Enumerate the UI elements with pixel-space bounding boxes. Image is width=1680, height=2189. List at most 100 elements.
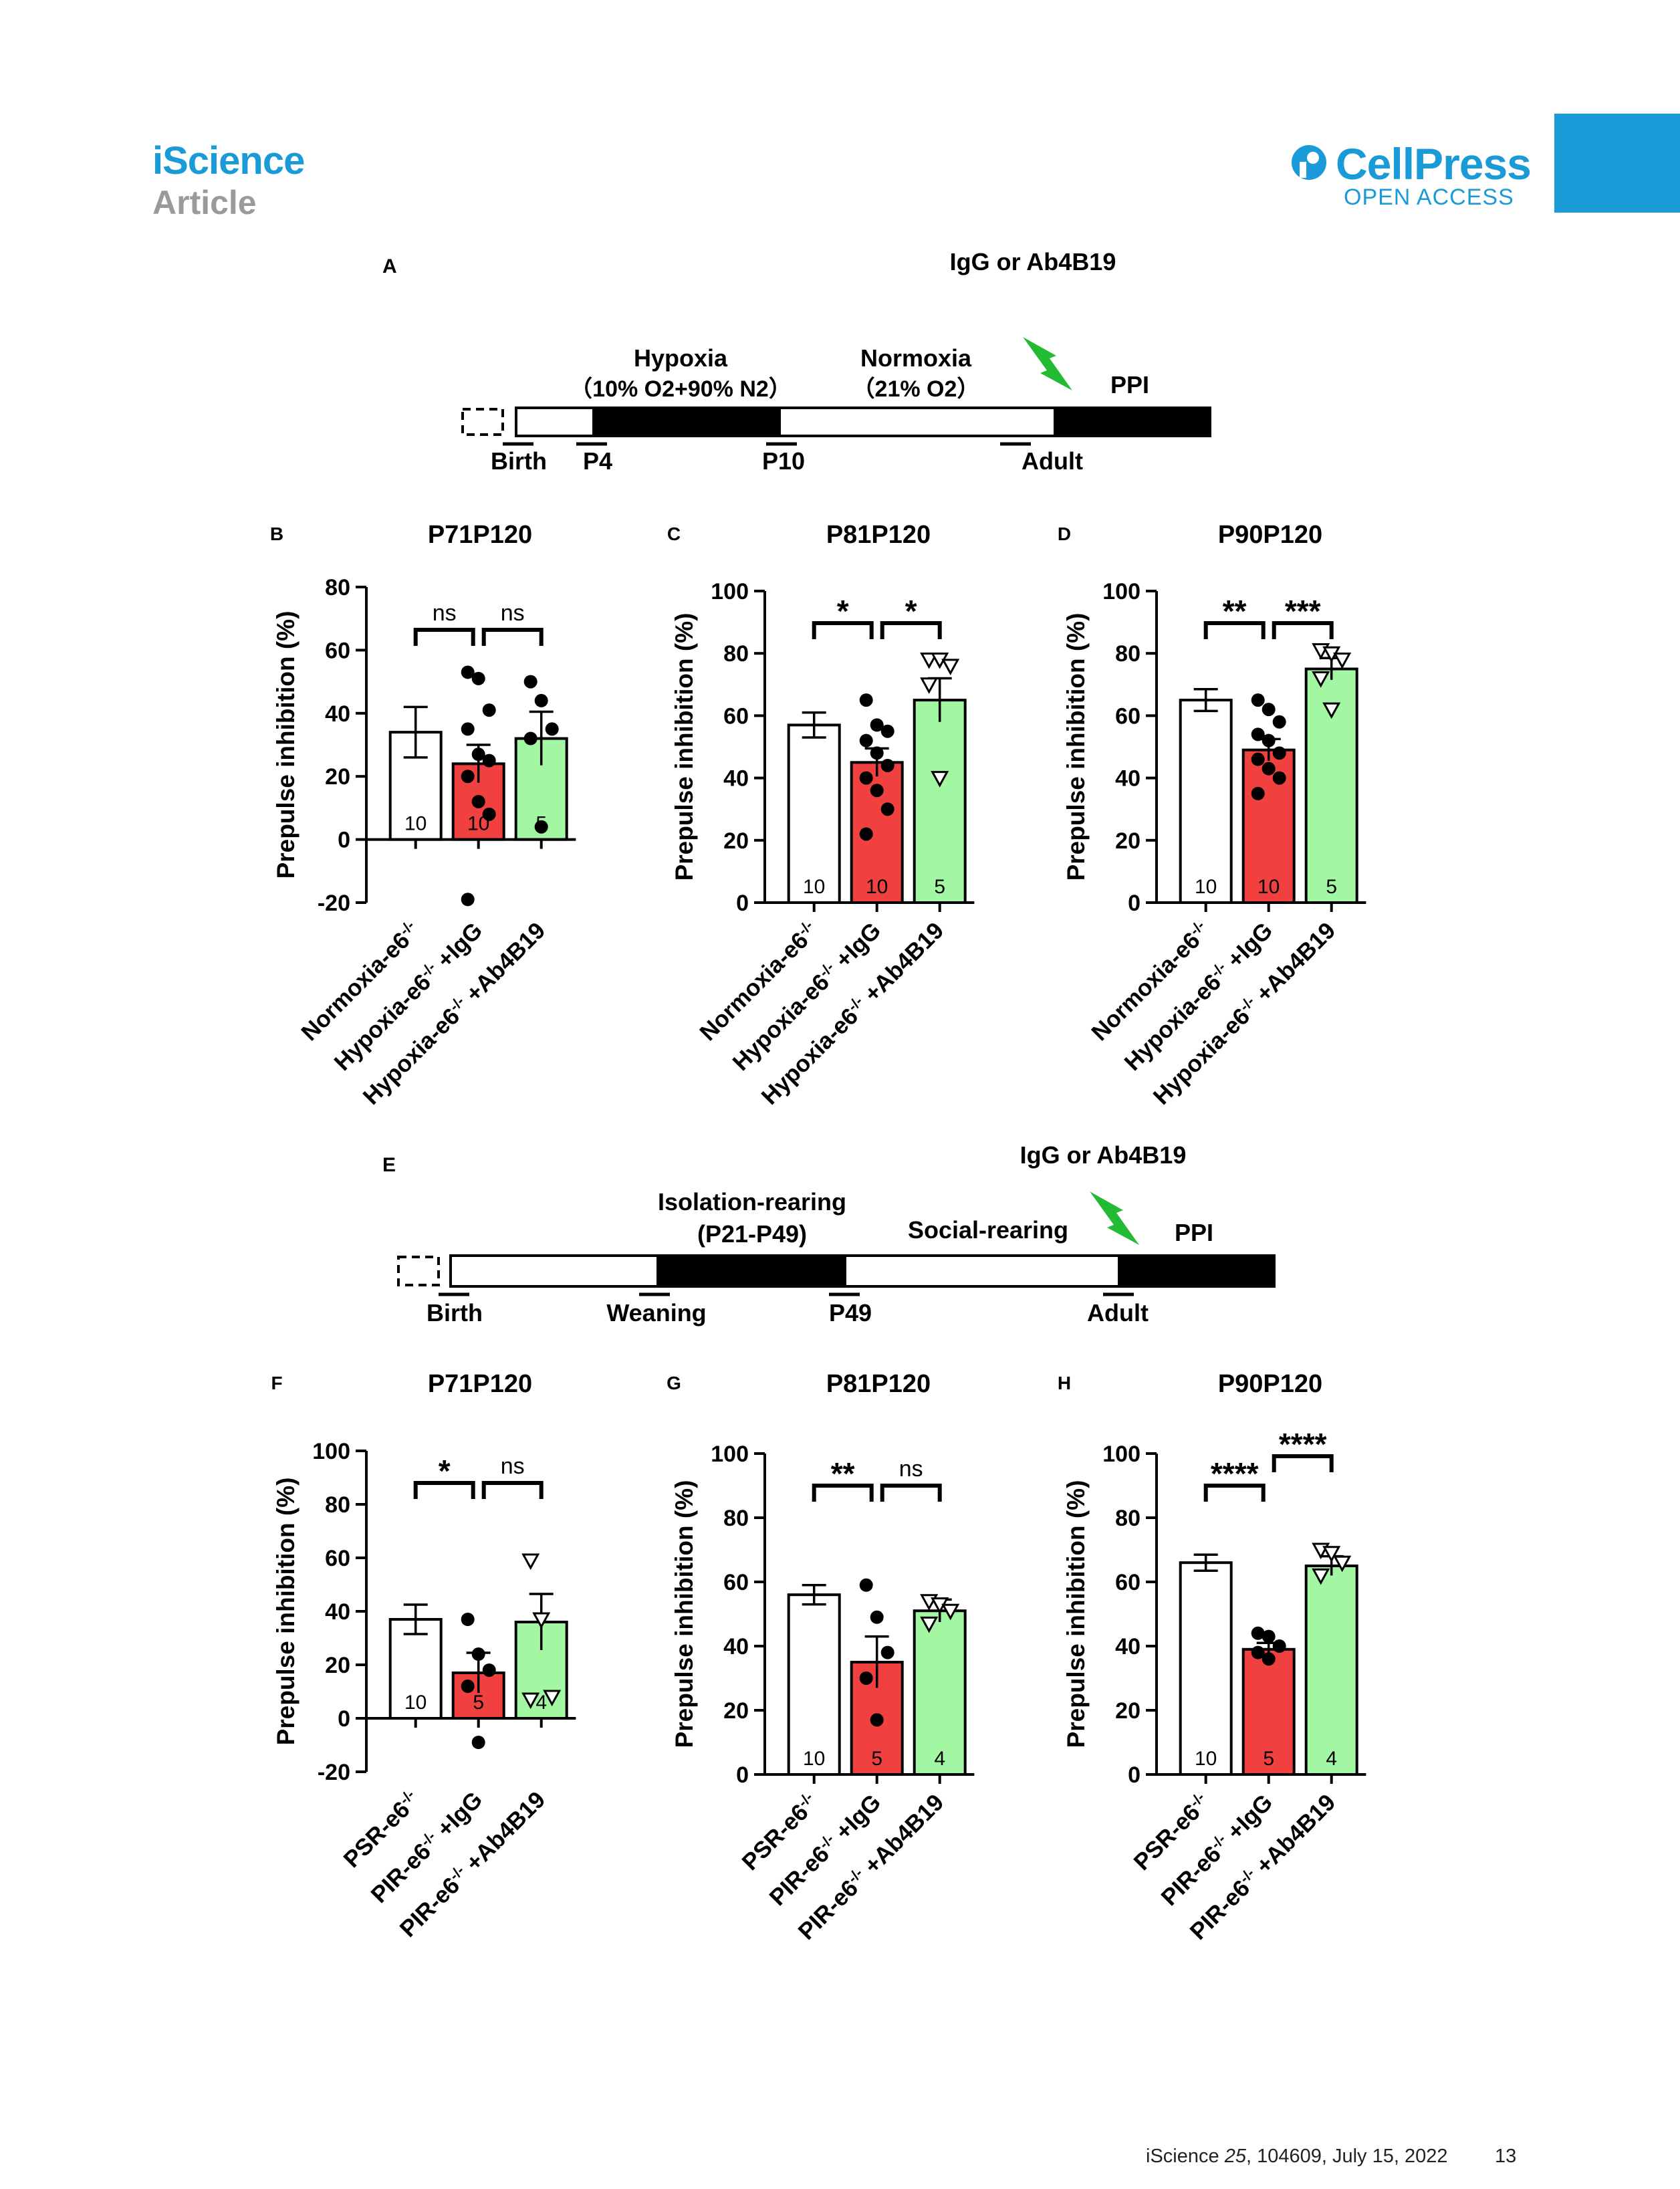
y-tick-label: 60	[325, 638, 350, 663]
bar	[1304, 1565, 1358, 1776]
n-label: 5	[934, 876, 945, 898]
bar	[913, 699, 967, 904]
data-point-triangle	[941, 1603, 960, 1621]
y-tick-label: 40	[325, 1599, 350, 1625]
data-point	[471, 747, 485, 762]
y-tick-label: 80	[325, 575, 350, 600]
y-tick-label: 0	[338, 828, 350, 853]
milestone-p4: P4	[583, 447, 612, 475]
data-point	[482, 754, 496, 768]
y-tick-label: 80	[1115, 1506, 1141, 1531]
data-point	[870, 718, 884, 732]
panel-letter: G	[667, 1373, 681, 1393]
significance-bracket	[1203, 1484, 1266, 1502]
timeline-hypoxia-segment	[592, 408, 781, 436]
data-point-triangle	[920, 677, 939, 694]
significance-bracket	[481, 1481, 544, 1499]
phase1-title: Isolation-rearing	[658, 1188, 846, 1216]
y-tick-label: 100	[1102, 1442, 1141, 1467]
milestone-adult: Adult	[1022, 447, 1083, 475]
data-point	[859, 771, 873, 785]
y-tick-label: 60	[1115, 1570, 1141, 1595]
data-point	[1251, 786, 1265, 800]
y-tick-label: 20	[1115, 1698, 1141, 1724]
y-tick-label: 40	[1115, 766, 1141, 792]
ppi-label: PPI	[1110, 371, 1149, 398]
n-label: 10	[1195, 1748, 1217, 1770]
phase2-title: Social-rearing	[908, 1216, 1068, 1244]
panel-letter: C	[667, 524, 681, 544]
chart-title: P71P120	[428, 521, 532, 549]
significance-bracket	[1203, 621, 1266, 639]
significance-bracket	[413, 628, 475, 646]
data-point	[523, 731, 537, 745]
y-tick-label: -20	[318, 891, 350, 916]
data-point	[870, 784, 884, 798]
data-point	[545, 722, 559, 736]
timeline-adult-segment	[1054, 408, 1210, 436]
brand-name: CellPress	[1336, 139, 1532, 189]
chart-title: P90P120	[1218, 521, 1322, 549]
phase1-condition: (P21-P49)	[697, 1220, 807, 1248]
data-point	[471, 794, 485, 808]
data-point	[870, 1610, 884, 1624]
data-point	[1272, 771, 1286, 785]
lightning-bolt-icon	[1090, 1191, 1139, 1245]
significance-bracket	[880, 1484, 942, 1502]
data-point	[880, 758, 894, 772]
panel-letter: D	[1058, 524, 1071, 544]
milestone-weaning: Weaning	[606, 1299, 706, 1327]
significance-label: *	[837, 594, 849, 628]
data-point-triangle	[543, 1690, 562, 1707]
y-tick-label: 60	[723, 703, 749, 729]
y-tick-label: 0	[736, 891, 749, 916]
n-label: 10	[803, 876, 825, 898]
n-label: 10	[1257, 876, 1280, 898]
n-label: 5	[871, 1748, 882, 1770]
data-point	[870, 746, 884, 760]
data-point	[1251, 693, 1265, 707]
category-label: PIR-e6-/- +IgG	[1155, 1789, 1278, 1911]
data-point	[1272, 746, 1286, 760]
panel-letter: A	[382, 255, 397, 277]
significance-bracket	[481, 628, 544, 646]
y-axis-label: Prepulse inhibition (%)	[671, 1480, 698, 1748]
y-tick-label: 40	[1115, 1634, 1141, 1659]
data-point	[859, 693, 873, 707]
phase1-condition: （10% O2+90% N2）	[570, 376, 792, 402]
timeline-prenatal	[397, 1256, 440, 1286]
y-tick-label: 20	[325, 1653, 350, 1678]
n-label: 5	[1263, 1748, 1274, 1770]
chart-panel-f: F P71P120 -20 0 20 40 60 80 100 Prepulse inhibiti…	[271, 1370, 576, 1942]
journal-name: iScience	[152, 139, 305, 183]
corner-tab	[1554, 114, 1680, 213]
n-label: 5	[1326, 876, 1337, 898]
panel-letter: B	[270, 524, 283, 544]
milestone-p49: P49	[829, 1299, 872, 1327]
data-point-triangle	[1333, 1555, 1352, 1573]
y-tick-label: 80	[1115, 641, 1141, 667]
data-point	[870, 1713, 884, 1727]
y-tick-label: 40	[723, 1634, 749, 1659]
data-point-triangle	[1333, 653, 1352, 669]
y-tick-label: 0	[1128, 891, 1141, 916]
significance-label: *	[905, 594, 917, 628]
data-point	[859, 1578, 873, 1592]
milestone-adult: Adult	[1087, 1299, 1149, 1327]
footer-details: , 104609, July 15, 2022	[1245, 2146, 1448, 2167]
milestone-p10: P10	[762, 447, 805, 475]
data-point	[1272, 715, 1286, 729]
data-point	[1272, 1639, 1286, 1653]
data-point	[534, 693, 548, 707]
treatment-label: IgG or Ab4B19	[1020, 1141, 1187, 1169]
y-tick-label: 100	[1102, 579, 1141, 604]
page-number: 13	[1495, 2146, 1517, 2167]
significance-label: ns	[501, 1454, 525, 1479]
y-tick-label: 80	[325, 1492, 350, 1518]
y-axis-label: Prepulse inhibition (%)	[1062, 613, 1090, 881]
bar	[1179, 1561, 1233, 1776]
n-label: 10	[866, 876, 888, 898]
y-tick-label: 100	[312, 1439, 350, 1464]
data-point	[461, 665, 475, 679]
category-label: PIR-e6-/- +IgG	[365, 1786, 487, 1908]
